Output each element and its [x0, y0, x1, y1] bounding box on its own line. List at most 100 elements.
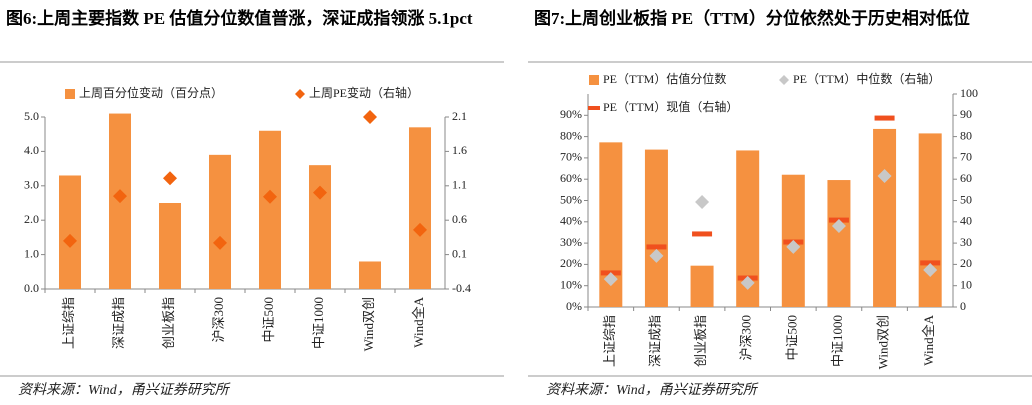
y2-tick-label: -0.4	[452, 281, 471, 295]
source: 资料来源：Wind，甬兴证券研究所	[18, 382, 231, 398]
diamond	[113, 189, 127, 204]
diamond	[740, 275, 755, 290]
y-tick-label: 80%	[560, 128, 582, 142]
bar	[259, 130, 281, 289]
bar	[359, 261, 381, 289]
diamond	[603, 272, 618, 287]
bar	[159, 203, 181, 289]
diamond	[213, 235, 227, 250]
chart-title: 图7:上周创业板指 PE（TTM）分位依然处于历史相对低位	[534, 9, 970, 28]
diamond	[923, 262, 938, 277]
y-tick-label: 4.0	[24, 143, 39, 157]
y-tick-label: 0%	[566, 299, 582, 313]
bar	[409, 127, 431, 289]
y-tick-label: 1.0	[24, 246, 39, 260]
legend-swatch	[589, 75, 599, 85]
y2-tick-label: 50	[960, 192, 972, 206]
y-tick-label: 20%	[560, 256, 582, 270]
dash	[920, 260, 941, 266]
diamond	[313, 185, 327, 200]
y-tick-label: 5.0	[24, 109, 39, 123]
y-tick-label: 30%	[560, 235, 582, 249]
y2-tick-label: 0	[960, 299, 966, 313]
diamond	[163, 171, 177, 186]
y2-tick-label: 90	[960, 107, 972, 121]
x-tick-label: Wind全A	[411, 296, 426, 347]
bar	[599, 142, 623, 307]
legend-label: PE（TTM）中位数（右轴）	[793, 71, 940, 86]
y2-tick-label: 0.1	[452, 246, 467, 260]
bar	[644, 149, 668, 307]
y2-tick-label: 0.6	[452, 212, 467, 226]
dash	[692, 231, 713, 237]
y2-tick-label: 40	[960, 214, 972, 228]
chart-title: 图6:上周主要指数 PE 估值分位数值普涨，深证成指领涨 5.1pct	[6, 9, 473, 28]
x-tick-label: Wind双创	[361, 297, 376, 351]
y-tick-label: 0.0	[24, 281, 39, 295]
legend-label: 上周百分位变动（百分点）	[79, 85, 223, 100]
y-tick-label: 3.0	[24, 178, 39, 192]
x-tick-label: 中证1000	[311, 297, 326, 349]
y2-tick-label: 1.1	[452, 178, 467, 192]
panel: 资料来源：Wind，甬兴证券研究所 0.0 1.0 2.0 3.0 4.0 5.0 -0.4 0…	[0, 0, 504, 405]
dash	[874, 115, 895, 121]
bar	[873, 128, 897, 307]
x-tick-label: 深证成指	[647, 315, 662, 367]
legend-label: PE（TTM）估值分位数	[603, 71, 726, 86]
y2-tick-label: 60	[960, 171, 972, 185]
x-tick-label: 创业板指	[693, 315, 708, 367]
y2-tick-label: 100	[960, 86, 978, 100]
x-tick-label: Wind双创	[876, 315, 891, 369]
diamond	[363, 110, 377, 124]
diamond	[263, 189, 277, 204]
diamond	[831, 219, 846, 234]
legend-swatch	[295, 89, 305, 99]
y-tick-label: 40%	[560, 214, 582, 228]
bar	[827, 180, 851, 307]
legend-swatch	[779, 75, 789, 85]
chart: 资料来源：Wind，甬兴证券研究所 0.0 1.0 2.0 3.0 4.0 5.0 -0.4 0…	[0, 61, 504, 398]
chart: 资料来源：Wind，甬兴证券研究所 0% 10% 20% 30% 40% 50% 60% 70%…	[528, 61, 1032, 398]
x-tick-label: 深证成指	[111, 297, 126, 349]
y-tick-label: 2.0	[24, 212, 39, 226]
legend-label: PE（TTM）现值（右轴）	[603, 99, 738, 114]
x-tick-label: 沪深300	[211, 297, 226, 343]
bar	[918, 133, 942, 307]
dash	[646, 244, 667, 250]
y-tick-label: 50%	[560, 192, 582, 206]
diamond	[695, 194, 710, 209]
y2-tick-label: 1.6	[452, 143, 467, 157]
x-tick-label: 中证1000	[830, 315, 845, 367]
legend-label: 上周PE变动（右轴）	[309, 85, 419, 100]
bar	[209, 154, 231, 289]
y2-tick-label: 2.1	[452, 109, 467, 123]
y2-tick-label: 80	[960, 128, 972, 142]
diamond	[786, 239, 801, 254]
bar	[690, 265, 714, 307]
bar	[59, 175, 81, 289]
y2-tick-label: 20	[960, 256, 972, 270]
diamond	[63, 233, 77, 248]
bar	[736, 150, 760, 307]
legend-swatch	[65, 89, 75, 99]
x-tick-label: 创业板指	[161, 297, 176, 349]
diamond	[877, 169, 892, 184]
y-tick-label: 90%	[560, 107, 582, 121]
x-tick-label: 中证500	[261, 297, 276, 343]
y-tick-label: 70%	[560, 150, 582, 164]
y2-tick-label: 70	[960, 150, 972, 164]
x-tick-label: Wind全A	[921, 314, 936, 365]
y-tick-label: 60%	[560, 171, 582, 185]
x-tick-label: 沪深300	[739, 315, 754, 361]
diamond	[413, 222, 427, 237]
legend-swatch	[588, 106, 600, 110]
x-tick-label: 上证综指	[61, 297, 76, 349]
panel: 资料来源：Wind，甬兴证券研究所 0% 10% 20% 30% 40% 50% 60% 70%…	[528, 0, 1032, 405]
y2-tick-label: 30	[960, 235, 972, 249]
y-tick-label: 10%	[560, 277, 582, 291]
bar	[309, 165, 331, 289]
x-tick-label: 上证综指	[602, 315, 617, 367]
y2-tick-label: 10	[960, 277, 972, 291]
diamond	[649, 248, 664, 263]
